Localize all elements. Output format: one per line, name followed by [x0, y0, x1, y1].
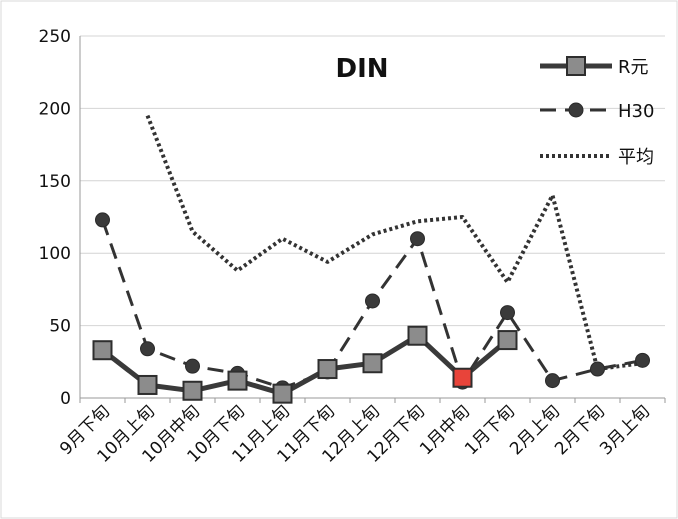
- h30-point-6: [365, 293, 380, 309]
- y-tick-0: 0: [60, 389, 71, 409]
- legend-circle-icon: [568, 102, 584, 118]
- h30-point-0: [95, 212, 110, 228]
- rmarker-point-5: [317, 359, 338, 380]
- y-tick-50: 50: [49, 317, 71, 337]
- series-0: [92, 325, 518, 404]
- legend: R元 H30 平均: [540, 56, 654, 168]
- rmarker-point-3: [227, 370, 248, 391]
- rmarker-point-7: [407, 325, 428, 346]
- h30-point-12: [635, 352, 650, 368]
- rmarker-point-1: [137, 374, 158, 395]
- series-2: [145, 114, 643, 371]
- rmarker-point-0: [92, 340, 113, 361]
- rmarker-point-9: [497, 330, 518, 351]
- legend-square-icon: [566, 56, 586, 76]
- h30-point-10: [545, 373, 560, 389]
- series-line-2: [145, 114, 643, 371]
- rmarker-point-6: [362, 353, 383, 374]
- y-tick-100: 100: [39, 244, 71, 264]
- gridlines: [80, 35, 665, 327]
- chart-title: DIN: [335, 54, 388, 84]
- y-tick-250: 250: [39, 27, 71, 47]
- y-tick-200: 200: [39, 99, 71, 119]
- h30-point-2: [185, 358, 200, 374]
- h30-point-9: [500, 305, 515, 321]
- h30-point-1: [140, 341, 155, 357]
- legend-label-0: R元: [618, 57, 649, 78]
- series-line-0: [100, 333, 510, 397]
- h30-point-7: [410, 231, 425, 247]
- axes: [79, 36, 666, 403]
- y-tick-labels: 0 50 100 150 200 250: [39, 27, 71, 409]
- rmarker-point-2: [182, 380, 203, 401]
- legend-label-1: H30: [618, 101, 654, 122]
- y-tick-150: 150: [39, 172, 71, 192]
- series-group: [92, 114, 650, 404]
- legend-label-2: 平均: [618, 147, 654, 168]
- rmarker-point-8: [452, 367, 473, 388]
- rmarker-point-4: [272, 383, 293, 404]
- h30-point-11: [590, 361, 605, 377]
